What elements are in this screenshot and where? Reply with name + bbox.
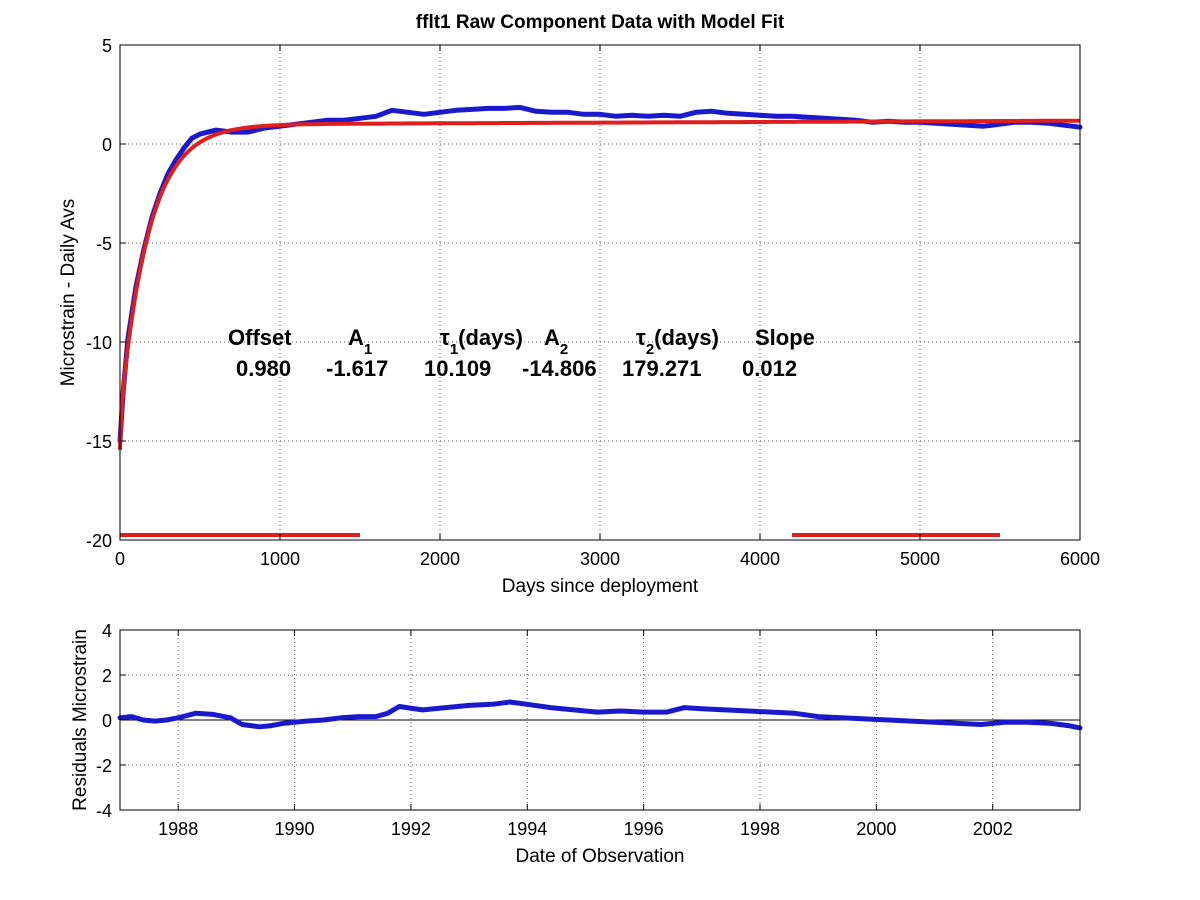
param-value-tau1: 10.109 [424,356,491,381]
param-value-a1: -1.617 [326,356,388,381]
fit-parameter-values: 0.980 -1.617 10.109 -14.806 179.271 0.01… [236,356,797,381]
residuals-x-tick-label: 1990 [275,819,315,839]
residuals-line [117,699,1083,731]
residuals-x-tick-label: 1994 [507,819,547,839]
top-y-tick-label: -10 [86,333,112,353]
param-header-a1: A1 [348,325,372,358]
chart-title: fflt1 Raw Component Data with Model Fit [416,12,785,33]
param-header-a2-subscript: 2 [560,341,568,358]
param-header-slope: Slope [755,325,815,350]
residuals-x-tick-label: 1996 [624,819,664,839]
fit-parameter-headers: Offset A1 τ1(days) A2 τ2(days) Slope [228,325,815,358]
y-axis-label: Microstrain - Daily Avs [58,199,79,387]
top-ticks: 0 1000 2000 3000 4000 5000 6000 5 0 -5 -10 -15 -20 [86,36,1100,569]
param-header-tau1-subscript: 1 [450,341,458,358]
top-chart: 0 1000 2000 3000 4000 5000 6000 5 0 -5 -10 -15 -20 f… [58,12,1100,597]
param-value-a2: -14.806 [522,356,597,381]
top-y-tick-label: -5 [96,234,112,254]
param-header-tau1-symbol: τ [440,325,450,350]
param-header-tau2: τ2(days) [636,325,719,358]
residuals-y-tick-label: 4 [102,621,112,641]
residuals-chart: 1988 1990 1992 1994 1996 1998 2000 2002420-2-4 … [70,621,1083,867]
residuals-ticks: 1988 1990 1992 1994 1996 1998 2000 2002 4 2 0 -2 -4 [96,621,1080,839]
top-x-tick-label: 5000 [900,549,940,569]
param-header-tau2-unit: (days) [654,325,719,350]
param-header-a2: A2 [544,325,568,358]
residuals-x-tick-label: 1998 [740,819,780,839]
top-x-tick-label: 6000 [1060,549,1100,569]
top-y-tick-label: -20 [86,531,112,551]
residuals-y-tick-label: 2 [102,666,112,686]
param-value-slope: 0.012 [742,356,797,381]
model-fit-line [118,118,1080,450]
top-y-tick-label: -15 [86,432,112,452]
residuals-x-tick-label: 1992 [391,819,431,839]
param-header-tau1: τ1(days) [440,325,523,358]
residuals-y-tick-label: 0 [102,711,112,731]
top-x-tick-label: 1000 [260,549,300,569]
top-series [117,104,1083,450]
param-value-offset: 0.980 [236,356,291,381]
top-y-tick-label: 5 [102,36,112,56]
x-axis-label: Days since deployment [502,576,699,597]
top-x-tick-label: 0 [115,549,125,569]
residuals-y-axis-label: Residuals Microstrain [70,629,91,811]
residuals-x-tick-label: 2002 [973,819,1013,839]
top-x-tick-label: 2000 [420,549,460,569]
residuals-y-tick-label: -4 [96,801,112,821]
top-x-tick-label: 3000 [580,549,620,569]
top-y-tick-label: 0 [102,135,112,155]
param-header-tau1-unit: (days) [458,325,523,350]
residuals-series [117,699,1083,731]
residuals-y-tick-label: -2 [96,756,112,776]
param-header-tau2-subscript: 2 [646,341,654,358]
param-header-tau2-symbol: τ [636,325,646,350]
param-header-a1-symbol: A [348,325,364,350]
residuals-x-axis-label: Date of Observation [516,846,685,867]
param-header-a1-subscript: 1 [364,341,372,358]
param-value-tau2: 179.271 [622,356,702,381]
residuals-x-tick-label: 2000 [856,819,896,839]
param-header-offset: Offset [228,325,292,350]
residuals-x-tick-label: 1988 [158,819,198,839]
param-header-a2-symbol: A [544,325,560,350]
top-x-tick-label: 4000 [740,549,780,569]
